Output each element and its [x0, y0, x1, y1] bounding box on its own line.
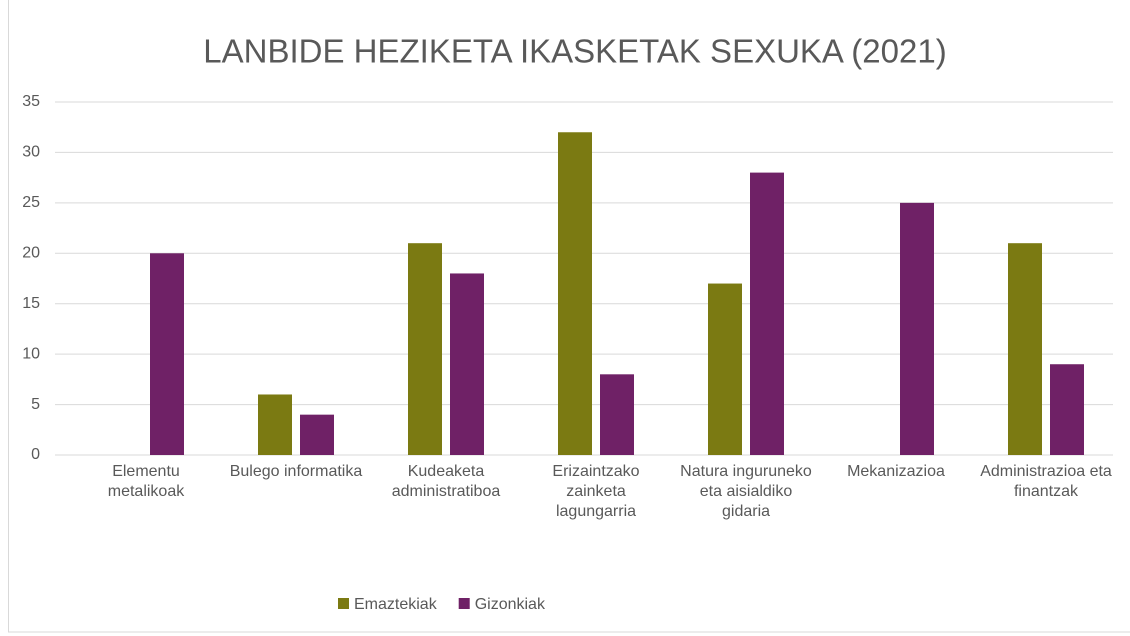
legend-swatch: [458, 598, 470, 609]
bar: [558, 132, 592, 455]
bar: [258, 394, 292, 455]
x-tick-label: Erizaintzako zainketa lagungarria: [552, 463, 640, 520]
x-tick-label: Kudeaketa administratiboa: [391, 463, 501, 500]
y-tick-label: 30: [22, 144, 40, 161]
x-tick-label: Administrazioa eta finantzak: [980, 463, 1112, 500]
legend-swatch: [338, 598, 349, 609]
bar: [600, 374, 634, 455]
x-tick-label: Bulego informatika: [229, 463, 363, 480]
bar: [1008, 243, 1042, 455]
y-tick-label: 35: [22, 93, 40, 110]
bar: [150, 253, 184, 455]
y-tick-label: 0: [31, 446, 40, 463]
y-tick-label: 20: [22, 245, 40, 262]
y-tick-label: 15: [22, 295, 40, 312]
x-tick-label: Natura inguruneko eta aisialdiko gidaria: [680, 463, 812, 520]
bar: [300, 414, 334, 455]
y-tick-label: 25: [22, 194, 40, 211]
y-tick-label: 5: [31, 396, 40, 413]
bar: [708, 283, 742, 455]
x-tick-label: Mekanizazioa: [847, 463, 945, 480]
legend-label: Emaztekiak: [354, 596, 438, 613]
bar: [408, 243, 442, 455]
bar: [1050, 364, 1084, 455]
legend-label: Gizonkiak: [475, 596, 546, 613]
y-tick-label: 10: [22, 345, 40, 362]
bar: [750, 172, 784, 455]
chart-title: LANBIDE HEZIKETA IKASKETAK SEXUKA (2021): [203, 33, 946, 70]
x-tick-label: Elementu metalikoak: [107, 463, 185, 500]
bar: [900, 202, 934, 455]
bar: [450, 273, 484, 455]
